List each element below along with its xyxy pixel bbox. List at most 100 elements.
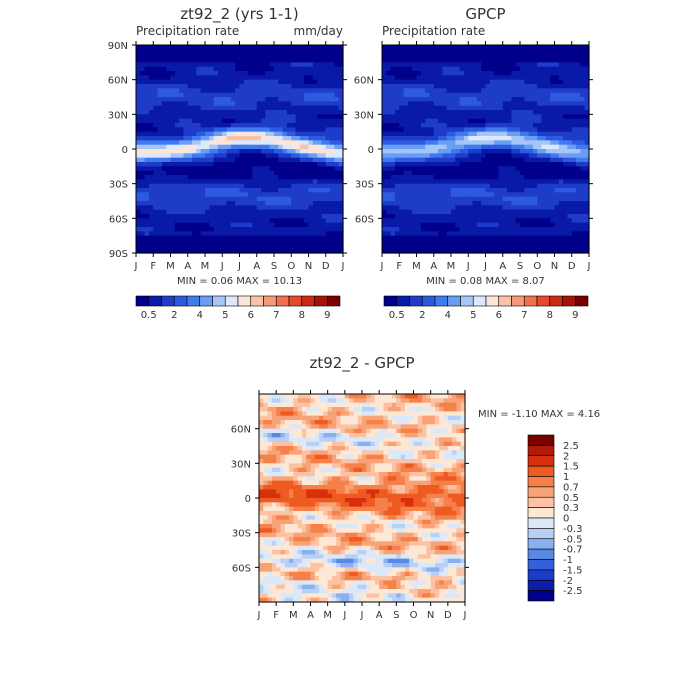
heatmap-cell bbox=[174, 101, 180, 107]
heatmap-cell bbox=[334, 179, 340, 185]
heatmap-cell bbox=[584, 166, 590, 172]
heatmap-cell bbox=[394, 214, 400, 219]
heatmap-cell bbox=[502, 71, 508, 76]
heatmap-cell bbox=[485, 136, 491, 141]
heatmap-cell bbox=[278, 231, 284, 237]
heatmap-cell bbox=[416, 105, 422, 111]
y-tick-label: 90N bbox=[108, 41, 128, 52]
x-tick-label: J bbox=[483, 261, 487, 272]
heatmap-cell bbox=[472, 114, 478, 120]
heatmap-cell bbox=[420, 101, 426, 107]
heatmap-cell bbox=[222, 196, 228, 202]
heatmap-cell bbox=[325, 162, 331, 167]
heatmap-cell bbox=[528, 192, 534, 198]
heatmap-cell bbox=[580, 235, 586, 241]
heatmap-cell bbox=[265, 214, 271, 219]
heatmap-cell bbox=[571, 240, 577, 245]
heatmap-cell bbox=[511, 201, 517, 206]
heatmap-cell bbox=[330, 49, 335, 55]
heatmap-cell bbox=[278, 101, 284, 107]
heatmap-cell bbox=[148, 162, 154, 167]
heatmap-cell bbox=[425, 140, 431, 146]
heatmap-cell bbox=[157, 45, 163, 50]
heatmap-cell bbox=[425, 79, 431, 85]
heatmap-cell bbox=[239, 244, 245, 250]
heatmap-cell bbox=[248, 49, 254, 55]
heatmap-cell bbox=[213, 88, 219, 94]
heatmap-cell bbox=[520, 192, 525, 198]
heatmap-cell bbox=[532, 157, 538, 163]
heatmap-cell bbox=[576, 214, 581, 219]
heatmap-cell bbox=[489, 66, 495, 72]
heatmap-cell bbox=[558, 127, 564, 133]
heatmap-cell bbox=[144, 248, 150, 254]
heatmap-cell bbox=[550, 235, 556, 241]
heatmap-cell bbox=[196, 144, 202, 150]
heatmap-cell bbox=[442, 149, 448, 154]
heatmap-cell bbox=[420, 231, 426, 237]
heatmap-cell bbox=[271, 554, 277, 560]
heatmap-cell bbox=[567, 136, 573, 141]
heatmap-cell bbox=[179, 153, 185, 159]
heatmap-cell bbox=[256, 149, 262, 154]
heatmap-cell bbox=[507, 162, 512, 167]
heatmap-cell bbox=[170, 192, 176, 198]
heatmap-cell bbox=[278, 84, 284, 89]
heatmap-cell bbox=[502, 49, 508, 55]
heatmap-cell bbox=[472, 192, 478, 198]
heatmap-cell bbox=[136, 166, 141, 172]
heatmap-cell bbox=[248, 170, 254, 176]
heatmap-cell bbox=[511, 118, 517, 124]
heatmap-cell bbox=[433, 127, 439, 133]
heatmap-cell bbox=[276, 459, 282, 464]
heatmap-cell bbox=[407, 71, 413, 76]
heatmap-cell bbox=[416, 183, 422, 189]
x-tick-label: O bbox=[533, 261, 541, 272]
heatmap-cell bbox=[386, 105, 392, 111]
heatmap-cell bbox=[200, 157, 206, 163]
heatmap-cell bbox=[157, 97, 163, 102]
heatmap-cell bbox=[416, 248, 422, 254]
heatmap-cell bbox=[312, 235, 318, 241]
heatmap-cell bbox=[269, 66, 275, 72]
heatmap-cell bbox=[200, 188, 206, 193]
heatmap-cell bbox=[192, 179, 197, 185]
heatmap-cell bbox=[537, 196, 543, 202]
heatmap-cell bbox=[528, 227, 534, 232]
heatmap-cell bbox=[200, 201, 206, 206]
heatmap-cell bbox=[291, 92, 297, 98]
heatmap-cell bbox=[192, 162, 197, 167]
heatmap-cell bbox=[438, 179, 443, 185]
heatmap-cell bbox=[179, 209, 185, 215]
heatmap-cell bbox=[472, 179, 478, 185]
heatmap-cell bbox=[267, 489, 273, 495]
heatmap-cell bbox=[515, 84, 521, 89]
heatmap-cell bbox=[304, 227, 310, 232]
heatmap-cell bbox=[256, 123, 262, 128]
heatmap-cell bbox=[507, 196, 512, 202]
heatmap-cell bbox=[256, 227, 262, 232]
heatmap-cell bbox=[494, 79, 500, 85]
heatmap-cell bbox=[144, 218, 150, 224]
heatmap-cell bbox=[520, 118, 525, 124]
heatmap-cell bbox=[157, 140, 163, 146]
heatmap-cell bbox=[261, 88, 266, 94]
heatmap-cell bbox=[468, 157, 474, 163]
heatmap-cell bbox=[412, 101, 418, 107]
heatmap-cell bbox=[455, 183, 461, 189]
heatmap-cell bbox=[259, 541, 264, 547]
heatmap-cell bbox=[317, 205, 323, 211]
heatmap-cell bbox=[528, 235, 534, 241]
heatmap-cell bbox=[334, 88, 340, 94]
heatmap-cell bbox=[485, 157, 491, 163]
heatmap-cell bbox=[299, 114, 305, 120]
heatmap-cell bbox=[338, 240, 344, 245]
heatmap-cell bbox=[286, 136, 292, 141]
heatmap-cell bbox=[403, 231, 409, 237]
heatmap-cell bbox=[442, 175, 448, 180]
heatmap-cell bbox=[269, 192, 275, 198]
heatmap-cell bbox=[515, 88, 521, 94]
heatmap-cell bbox=[412, 157, 418, 163]
heatmap-cell bbox=[515, 166, 521, 172]
heatmap-cell bbox=[412, 49, 418, 55]
